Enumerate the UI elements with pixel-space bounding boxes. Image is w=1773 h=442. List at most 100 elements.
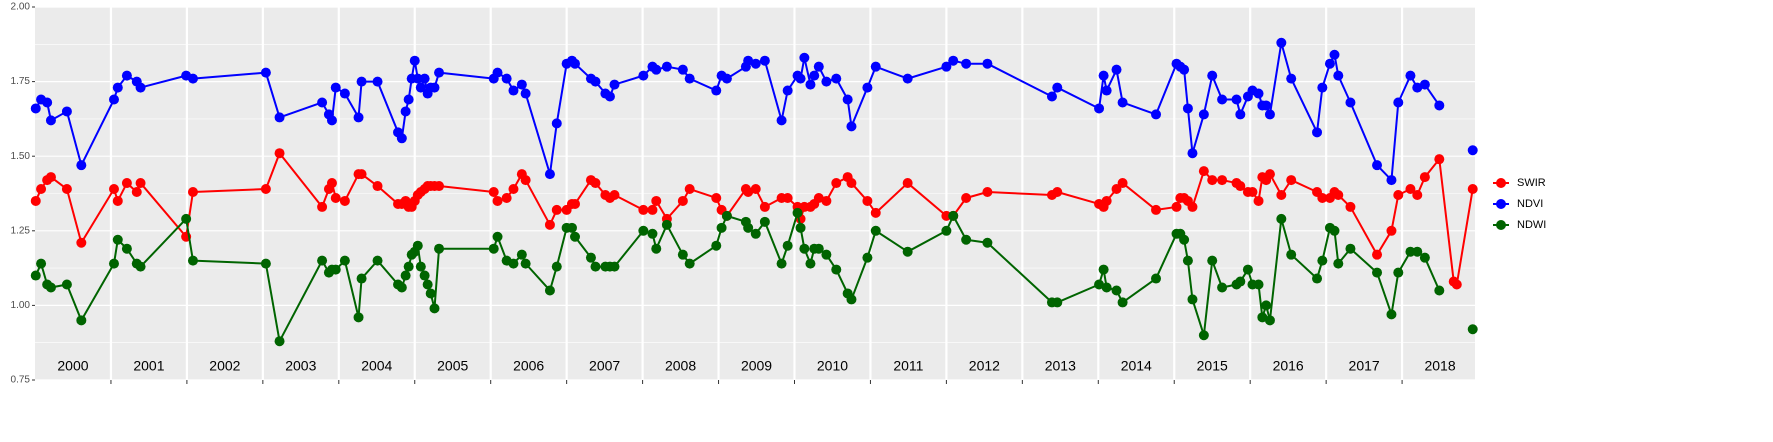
data-point [409,55,420,66]
data-point [516,79,527,90]
data-point [330,192,341,203]
data-point [1276,189,1287,200]
data-point [842,94,853,105]
data-point [434,243,445,254]
data-point [274,336,285,347]
data-point [1386,309,1397,320]
data-point [684,184,695,195]
data-point [1329,225,1340,236]
x-tick-label: 2016 [1273,358,1304,374]
data-point [566,222,577,233]
data-point [30,103,41,114]
legend-label: NDVI [1517,198,1543,210]
data-point [948,55,959,66]
data-point [1412,246,1423,257]
data-point [821,249,832,260]
data-point [274,148,285,159]
data-point [1386,175,1397,186]
y-tick-label: 1.50 [11,151,31,162]
data-point [1207,255,1218,266]
data-point [1372,160,1383,171]
data-point [317,201,328,212]
data-point [1198,330,1209,341]
data-point [846,294,857,305]
data-point [326,178,337,189]
data-point [181,213,192,224]
data-point [508,258,519,269]
data-point [776,258,787,269]
data-point [356,273,367,284]
data-point [799,243,810,254]
data-point [941,210,952,221]
data-point [716,222,727,233]
data-point [1098,264,1109,275]
data-point [870,225,881,236]
data-point [434,181,445,192]
data-point [1312,273,1323,284]
data-point [492,67,503,78]
y-tick-label: 0.75 [11,375,31,386]
data-point [108,184,119,195]
data-point [570,58,580,69]
data-point [1317,255,1328,266]
x-tick-label: 2002 [209,358,240,374]
data-point [1412,82,1423,93]
data-point [76,237,87,248]
legend-marker [1496,220,1506,230]
x-tick-label: 2008 [665,358,696,374]
data-point [821,195,832,206]
data-point [400,106,411,117]
data-point [1419,79,1430,90]
data-point [356,76,367,87]
data-point [721,210,732,221]
data-point [501,73,512,84]
data-point [135,178,146,189]
data-point [831,178,842,189]
data-point [831,264,842,275]
data-point [982,237,993,248]
data-point [61,106,72,117]
x-tick-label: 2015 [1197,358,1228,374]
data-point [1345,201,1356,212]
data-point [1052,82,1063,93]
data-point [135,82,146,93]
y-tick-label: 1.25 [11,225,31,236]
data-point [1405,246,1416,257]
data-point [1117,97,1128,108]
data-point [492,231,503,242]
data-point [1117,297,1128,308]
data-point [488,243,499,254]
data-point [813,243,824,254]
data-point [1451,279,1462,290]
data-point [372,255,383,266]
data-point [1386,225,1397,236]
data-point [743,187,754,198]
data-point [813,61,824,72]
data-point [1467,184,1478,195]
data-point [108,258,119,269]
data-point [1101,282,1112,293]
data-point [1052,187,1063,198]
data-point [1187,148,1198,159]
x-tick-label: 2007 [589,358,620,374]
data-point [317,97,328,108]
data-point [805,79,816,90]
data-point [795,222,806,233]
data-point [1179,64,1190,75]
x-tick-label: 2010 [817,358,848,374]
data-point [45,282,56,293]
data-point [711,85,722,96]
data-point [1393,267,1404,278]
data-point [638,225,649,236]
data-point [76,315,87,326]
data-point [759,201,770,212]
data-point [112,234,123,245]
data-point [1253,88,1264,99]
data-point [846,178,857,189]
data-point [1253,279,1264,290]
data-point [425,288,436,299]
data-point [961,192,972,203]
x-tick-label: 2011 [893,358,923,374]
data-point [1345,243,1356,254]
data-point [1094,103,1105,114]
